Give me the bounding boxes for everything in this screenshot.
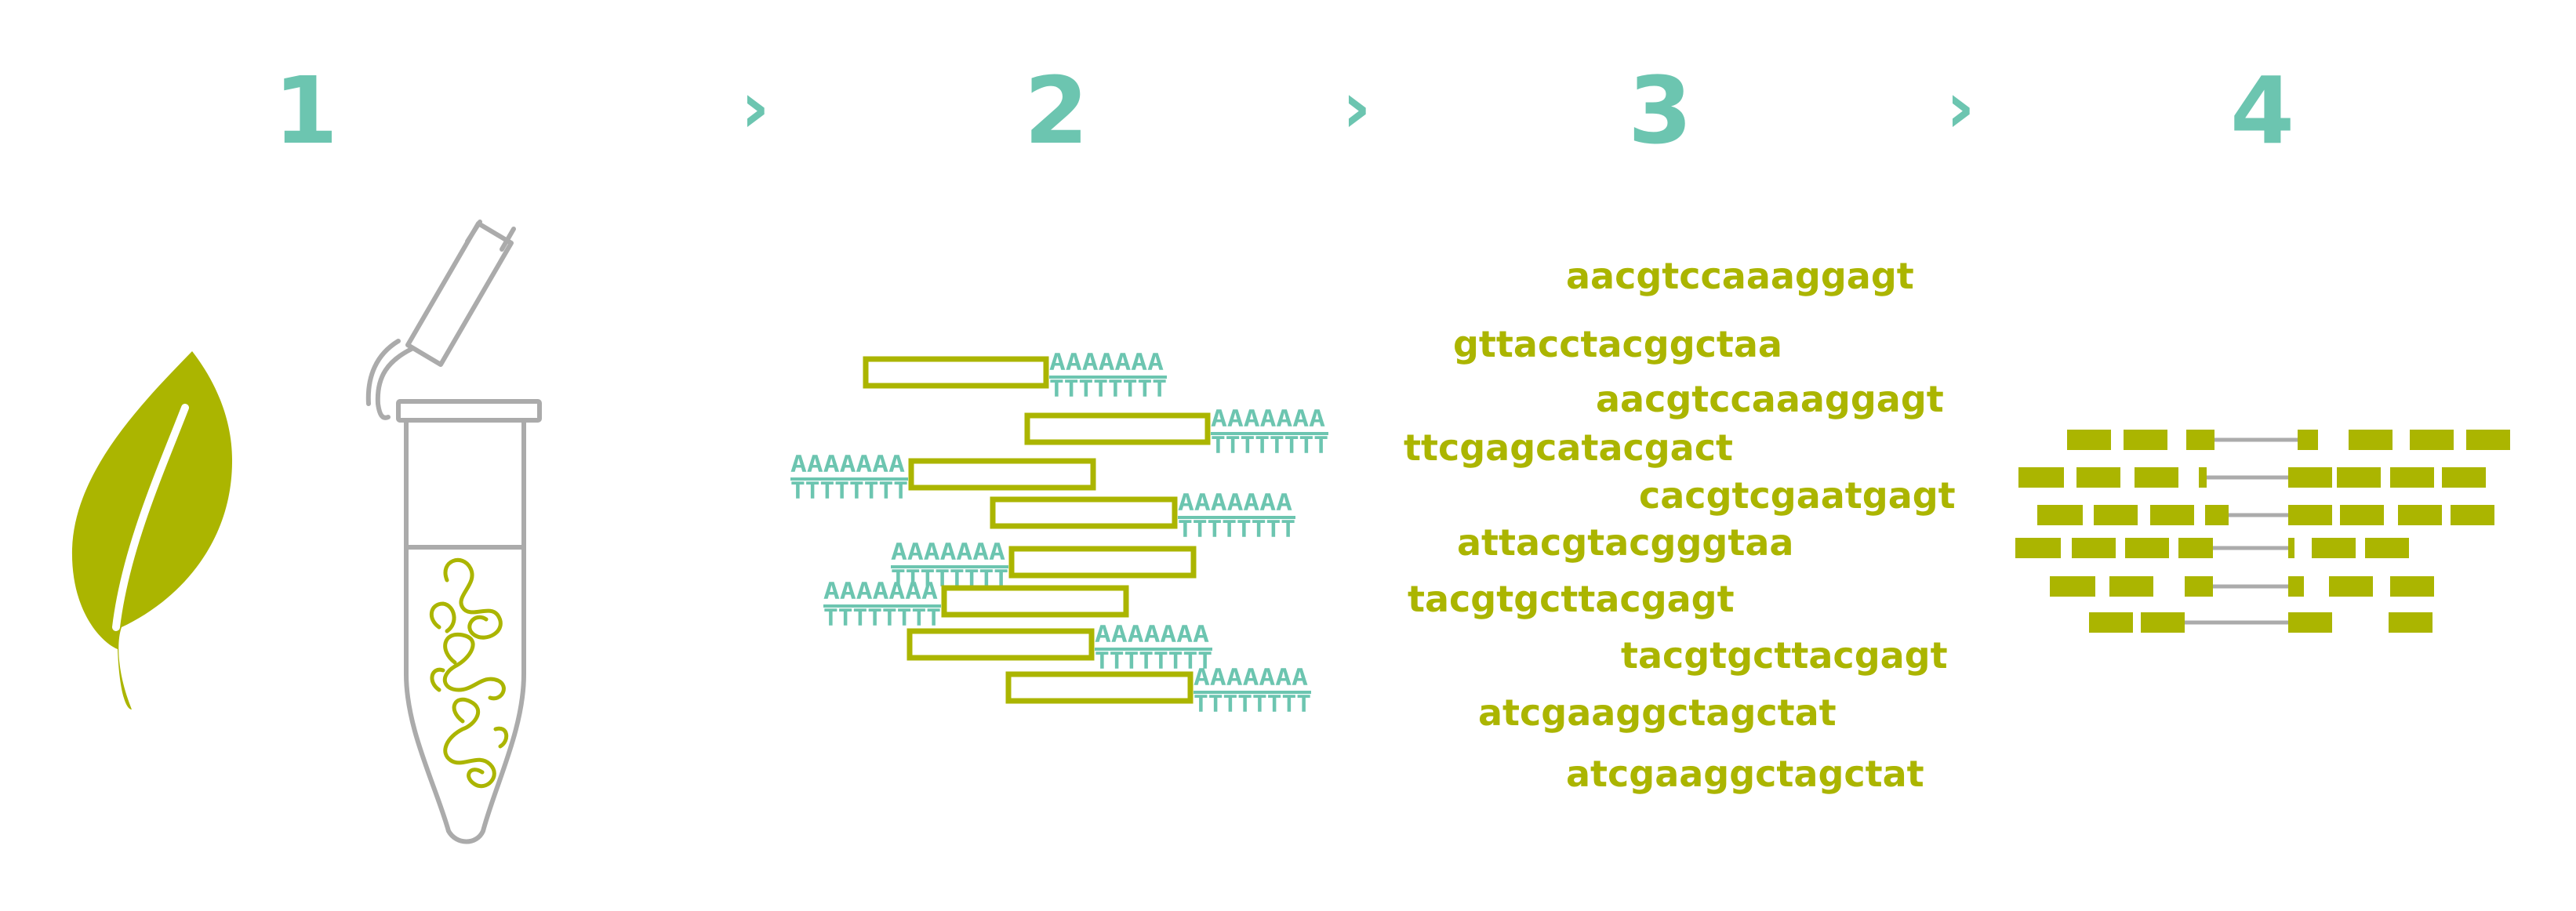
step-number-4: 4 <box>2230 56 2294 165</box>
exon-block-icon <box>2124 430 2167 450</box>
exon-block-icon <box>2018 467 2064 488</box>
exon-block-icon <box>2015 538 2061 558</box>
exon-block-icon <box>2067 430 2111 450</box>
read-alignment <box>2015 430 2510 633</box>
poly-a-tail: AAAAAAA <box>1178 489 1292 516</box>
cdna-box <box>908 458 1096 491</box>
sequence-read: ttcgagcatacgact <box>1404 426 1733 469</box>
exon-block-icon <box>2072 538 2116 558</box>
exon-block-icon <box>2089 612 2133 633</box>
sequence-read: aacgtccaaaggagt <box>1566 255 1914 297</box>
exon-block-icon <box>2141 612 2185 633</box>
sequence-read: atcgaaggctagctat <box>1566 753 1924 795</box>
step-number-3: 3 <box>1628 56 1692 165</box>
sequence-read: tacgtgcttacgagt <box>1408 578 1735 620</box>
exon-block-icon <box>2329 576 2373 597</box>
cdna-box <box>863 356 1049 389</box>
poly-a-tail: AAAAAAA <box>1211 405 1325 432</box>
exon-block-icon <box>2150 505 2194 525</box>
poly-t-tail: TTTTTTTT <box>1194 691 1311 717</box>
arrow-1-2: › <box>740 67 769 149</box>
exon-block-icon <box>2050 576 2095 597</box>
exon-block-icon <box>2390 576 2434 597</box>
cdna-box <box>941 585 1129 618</box>
poly-t-tail: TTTTTTTT <box>790 477 908 504</box>
exon-block-icon <box>2288 576 2304 597</box>
exon-block-icon <box>2186 430 2214 450</box>
cdna-fragments: AAAAAAATTTTTTTTAAAAAAATTTTTTTTAAAAAAATTT… <box>790 349 1328 717</box>
exon-block-icon <box>2451 505 2494 525</box>
exon-block-icon <box>2199 467 2207 488</box>
poly-t-tail: TTTTTTTT <box>1178 516 1295 543</box>
sequence-read: atcgaaggctagctat <box>1478 691 1837 734</box>
poly-a-tail: AAAAAAA <box>1194 664 1308 691</box>
poly-t-tail: TTTTTTTT <box>1049 376 1167 402</box>
sequence-read: gttacctacggctaa <box>1453 323 1782 365</box>
cdna-box <box>1024 412 1211 445</box>
sequence-read: attacgtacgggtaa <box>1457 521 1793 564</box>
exon-block-icon <box>2410 430 2454 450</box>
exon-block-icon <box>2109 576 2153 597</box>
exon-block-icon <box>2389 612 2432 633</box>
arrow-2-3: › <box>1342 67 1371 149</box>
poly-a-tail: AAAAAAA <box>823 578 938 604</box>
poly-a-tail: AAAAAAA <box>891 539 1005 565</box>
sequence-read: aacgtccaaaggagt <box>1596 378 1944 420</box>
sequence-reads: aacgtccaaaggagt gttacctacggctaa aacgtcca… <box>1404 255 1956 795</box>
exon-block-icon <box>2340 505 2384 525</box>
cdna-box <box>990 496 1178 529</box>
exon-block-icon <box>2288 467 2332 488</box>
exon-block-icon <box>2094 505 2138 525</box>
cdna-box <box>1005 671 1194 704</box>
arrow-3-4: › <box>1946 67 1975 149</box>
poly-t-tail: TTTTTTTT <box>1211 432 1328 459</box>
exon-block-icon <box>2288 612 2332 633</box>
poly-t-tail: TTTTTTTT <box>823 604 941 631</box>
exon-block-icon <box>2337 467 2381 488</box>
leaf-icon <box>71 351 233 710</box>
exon-block-icon <box>2298 430 2318 450</box>
cdna-box <box>1008 546 1197 579</box>
exon-block-icon <box>2349 430 2393 450</box>
exon-block-icon <box>2288 505 2332 525</box>
exon-block-icon <box>2398 505 2442 525</box>
exon-block-icon <box>2390 467 2434 488</box>
exon-block-icon <box>2312 538 2356 558</box>
poly-a-tail: AAAAAAA <box>790 451 905 477</box>
exon-block-icon <box>2365 538 2409 558</box>
exon-block-icon <box>2185 576 2213 597</box>
rna-strand-icon <box>430 557 509 789</box>
exon-block-icon <box>2288 538 2294 558</box>
step-number-2: 2 <box>1024 56 1088 165</box>
sequence-read: tacgtgcttacgagt <box>1621 634 1948 677</box>
cdna-box <box>907 628 1095 661</box>
exon-block-icon <box>2442 467 2486 488</box>
poly-t-tail: TTTTTTTT <box>1095 648 1212 674</box>
exon-block-icon <box>2466 430 2510 450</box>
poly-a-tail: AAAAAAA <box>1095 621 1209 648</box>
exon-block-icon <box>2135 467 2178 488</box>
tube-icon <box>365 220 542 844</box>
poly-a-tail: AAAAAAA <box>1049 349 1164 376</box>
exon-block-icon <box>2178 538 2213 558</box>
exon-block-icon <box>2076 467 2120 488</box>
exon-block-icon <box>2205 505 2229 525</box>
step-number-1: 1 <box>274 56 338 165</box>
exon-block-icon <box>2037 505 2083 525</box>
exon-block-icon <box>2125 538 2169 558</box>
sequence-read: cacgtcgaatgagt <box>1639 474 1956 517</box>
